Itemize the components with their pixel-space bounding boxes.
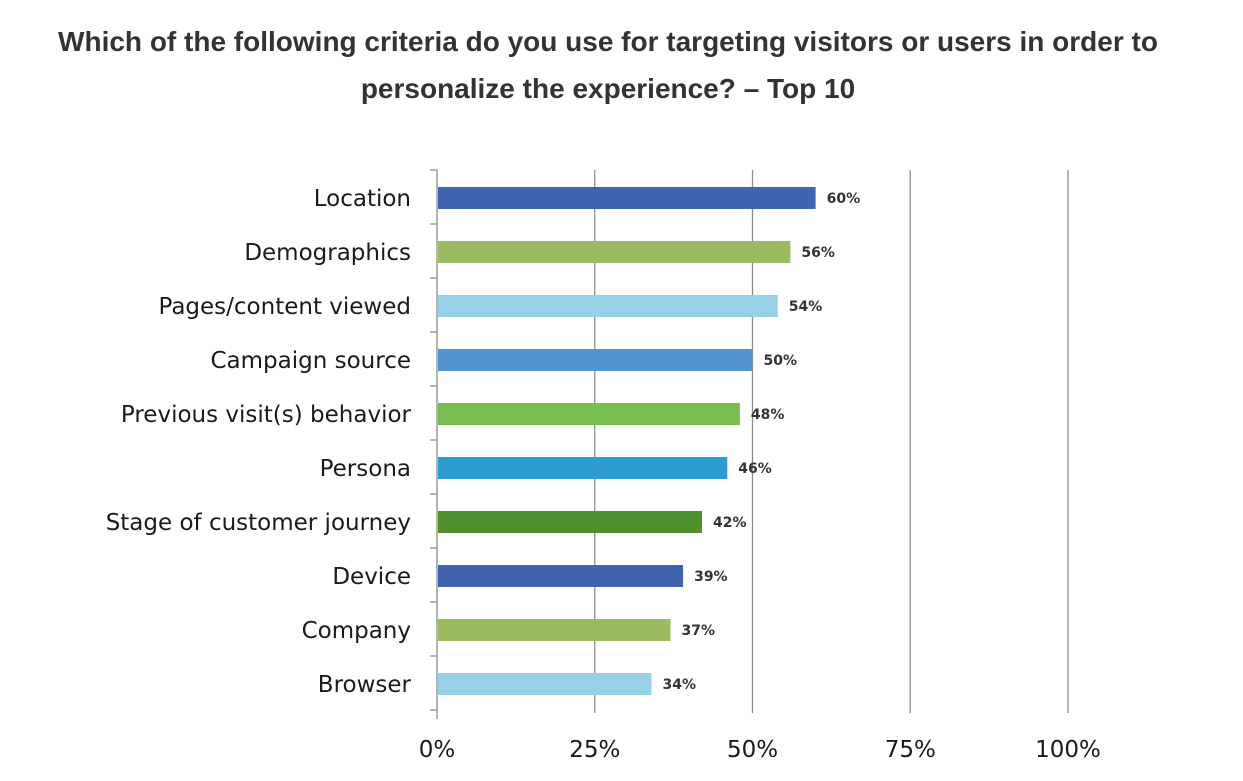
value-label: 60%: [827, 191, 861, 207]
value-label: 34%: [663, 677, 697, 693]
chart-title: Which of the following criteria do you u…: [58, 26, 1158, 104]
value-label: 50%: [764, 353, 798, 369]
bar: [438, 349, 753, 371]
bar: [438, 187, 816, 209]
bar: [438, 295, 778, 317]
bar: [438, 565, 684, 587]
value-label: 54%: [789, 299, 823, 315]
category-label: Persona: [320, 456, 411, 482]
x-tick-label: 0%: [419, 737, 456, 763]
x-tick-label: 100%: [1035, 737, 1101, 763]
category-label: Company: [302, 618, 411, 644]
axes: [430, 169, 438, 719]
value-label: 39%: [694, 569, 728, 585]
category-label: Stage of customer journey: [106, 510, 411, 536]
labels: 0% 25% 50% 75% 100% Location 60% Demographics 56…: [106, 186, 1101, 763]
category-label: Location: [314, 186, 411, 212]
category-label: Previous visit(s) behavior: [121, 402, 412, 428]
bar: [438, 457, 728, 479]
x-tick-label: 50%: [727, 737, 778, 763]
category-label: Browser: [318, 672, 412, 698]
bar: [438, 619, 671, 641]
category-label: Device: [332, 564, 411, 590]
value-label: 48%: [751, 407, 785, 423]
bar: [438, 511, 703, 533]
value-label: 46%: [738, 461, 772, 477]
category-label: Pages/content viewed: [159, 294, 412, 320]
bar: [438, 673, 652, 695]
x-tick-label: 25%: [569, 737, 620, 763]
category-label: Demographics: [244, 240, 411, 266]
value-label: 42%: [713, 515, 747, 531]
value-label: 37%: [681, 623, 715, 639]
value-label: 56%: [801, 245, 835, 261]
bars: [438, 187, 816, 695]
category-label: Campaign source: [210, 348, 411, 374]
x-tick-label: 75%: [885, 737, 936, 763]
bar: [438, 403, 740, 425]
bar: [438, 241, 791, 263]
